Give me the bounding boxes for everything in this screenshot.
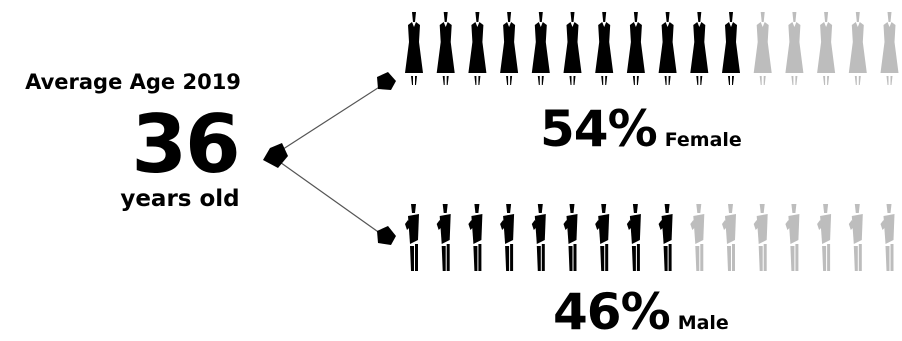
female-person-icon-filled	[405, 12, 423, 85]
female-label: Female	[664, 129, 742, 151]
male-person-icon-empty	[848, 204, 863, 271]
hub-pentagon	[263, 143, 288, 168]
male-person-icon-empty	[690, 204, 705, 271]
female-person-icon-filled	[626, 12, 645, 85]
female-percent: 54%	[540, 100, 658, 158]
female-person-icon-empty	[753, 12, 772, 85]
male-person-icon-filled	[658, 204, 673, 271]
female-icon-row	[405, 12, 899, 85]
male-person-icon-filled	[500, 204, 515, 271]
female-person-icon-empty	[817, 12, 836, 85]
male-person-icon-filled	[405, 204, 419, 271]
connector-female	[276, 83, 385, 154]
female-person-icon-filled	[531, 12, 550, 85]
male-person-icon-filled	[626, 204, 641, 271]
male-label: Male	[677, 312, 729, 334]
female-person-icon-filled	[595, 12, 614, 85]
female-node-pentagon	[377, 72, 396, 90]
female-person-icon-filled	[690, 12, 709, 85]
male-person-icon-filled	[531, 204, 546, 271]
male-percent-label: 46% Male	[553, 283, 729, 341]
female-person-icon-filled	[468, 12, 487, 85]
male-person-icon-empty	[785, 204, 800, 271]
male-person-icon-filled	[595, 204, 610, 271]
female-person-icon-filled	[658, 12, 677, 85]
male-person-icon-filled	[436, 204, 451, 271]
male-icon-row	[405, 204, 895, 271]
connector-male	[276, 159, 385, 237]
chart-title: Average Age 2019	[25, 70, 241, 94]
female-person-icon-empty	[785, 12, 804, 85]
average-age-value: 36	[131, 98, 240, 191]
female-person-icon-filled	[500, 12, 519, 85]
male-person-icon-empty	[722, 204, 736, 271]
male-node-pentagon	[377, 226, 396, 245]
male-percent: 46%	[553, 283, 671, 341]
male-person-icon-empty	[817, 204, 832, 271]
average-age-unit: years old	[120, 186, 240, 212]
female-person-icon-filled	[436, 12, 455, 85]
female-person-icon-empty	[848, 12, 867, 85]
male-person-icon-empty	[753, 204, 768, 271]
female-percent-label: 54% Female	[540, 100, 742, 158]
female-person-icon-filled	[722, 12, 740, 85]
male-person-icon-filled	[563, 204, 578, 271]
male-person-icon-filled	[468, 204, 483, 271]
female-person-icon-empty	[880, 12, 899, 85]
female-person-icon-filled	[563, 12, 582, 85]
male-person-icon-empty	[880, 204, 895, 271]
